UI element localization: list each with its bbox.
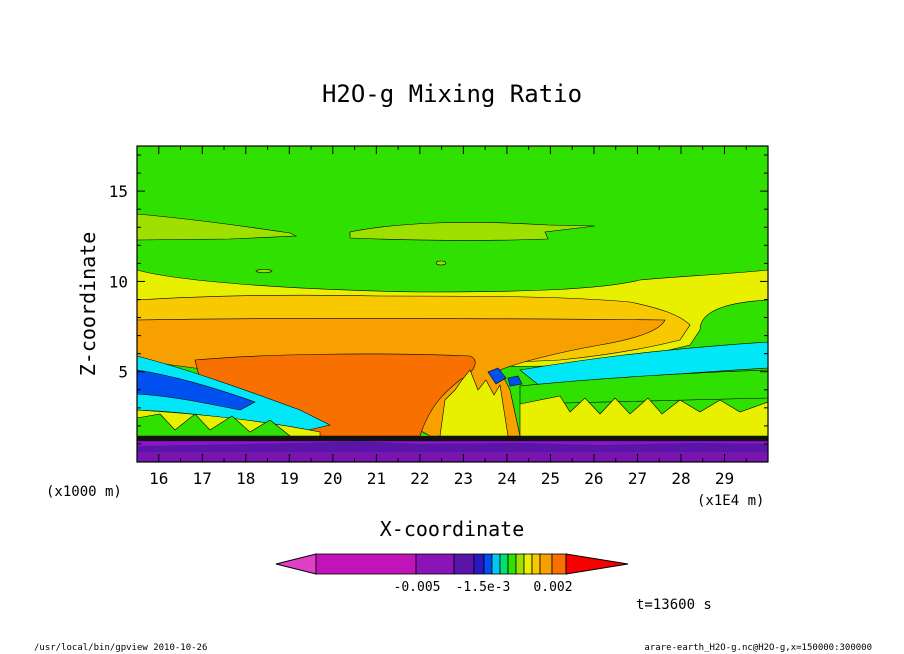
- colorbar-left-arrow: [275, 553, 317, 575]
- x-tick-label: 27: [628, 469, 647, 488]
- colorbar-cell: [499, 553, 509, 575]
- x-axis: 16 17 18 19 20 21 22 23 24 25 26 27 28 29: [136, 146, 769, 488]
- colorbar-cell: [483, 553, 493, 575]
- colorbar: [275, 553, 629, 575]
- colorbar-cell: [507, 553, 517, 575]
- x-tick-label: 18: [236, 469, 255, 488]
- colorbar-cell: [551, 553, 567, 575]
- x-axis-label: X-coordinate: [380, 517, 525, 541]
- band-plume-blue-2: [507, 375, 523, 387]
- x-tick-label: 17: [193, 469, 212, 488]
- colorbar-cell: [491, 553, 501, 575]
- colorbar-cell: [531, 553, 541, 575]
- band-light-green-layer: [137, 213, 298, 241]
- colorbar-tick-label: -1.5e-3: [456, 580, 511, 595]
- y-tick-label: 5: [118, 363, 128, 382]
- footer-right: arare-earth_H2O-g.nc@H2O-g,x=150000:3000…: [644, 643, 872, 653]
- band-cyan-left: [137, 355, 331, 433]
- colorbar-cell: [415, 553, 455, 575]
- x-tick-label: 19: [280, 469, 299, 488]
- x-tick-label: 22: [410, 469, 429, 488]
- colorbar-cell: [315, 553, 417, 575]
- y-tick-label: 15: [109, 182, 128, 201]
- x-tick-label: 26: [584, 469, 603, 488]
- band-blue-left-layer: [137, 369, 256, 411]
- colorbar-labels: -0.005 -1.5e-3 0.002: [394, 580, 573, 595]
- y-axis: 5 10 15: [109, 154, 768, 445]
- colorbar-tick-label: 0.002: [533, 580, 572, 595]
- x-unit-label: (x1E4 m): [697, 493, 764, 509]
- colorbar-cell: [473, 553, 485, 575]
- y-axis-label: Z-coordinate: [76, 232, 100, 377]
- y-unit-label: (x1000 m): [46, 484, 122, 500]
- chart-title: H2O-g Mixing Ratio: [322, 80, 582, 108]
- band-light-green-layer-2: [349, 222, 596, 241]
- colorbar-cell: [523, 553, 533, 575]
- band-low-blue: [137, 441, 768, 452]
- x-tick-label: 24: [497, 469, 516, 488]
- small-patch-2: [435, 260, 447, 266]
- time-label: t=13600 s: [636, 597, 712, 613]
- x-tick-label: 25: [541, 469, 560, 488]
- x-tick-label: 16: [149, 469, 168, 488]
- x-tick-label: 21: [367, 469, 386, 488]
- small-patch-1: [255, 269, 273, 273]
- y-tick-label: 10: [109, 272, 128, 291]
- colorbar-cell: [515, 553, 525, 575]
- x-tick-label: 20: [323, 469, 342, 488]
- band-yellow-right-low: [519, 395, 768, 437]
- footer-left: /usr/local/bin/gpview 2010-10-26: [34, 643, 207, 653]
- colorbar-right-arrow: [565, 553, 629, 575]
- x-tick-label: 29: [715, 469, 734, 488]
- x-tick-label: 28: [671, 469, 690, 488]
- colorbar-tick-label: -0.005: [394, 580, 441, 595]
- colorbar-cell: [453, 553, 475, 575]
- colorbar-cell: [539, 553, 553, 575]
- band-plume-yellow: [439, 369, 509, 437]
- x-tick-label: 23: [454, 469, 473, 488]
- band-dark-line: [137, 436, 768, 441]
- plot-frame: [136, 145, 769, 463]
- contour-field: [137, 146, 768, 462]
- band-plume-blue: [487, 367, 507, 385]
